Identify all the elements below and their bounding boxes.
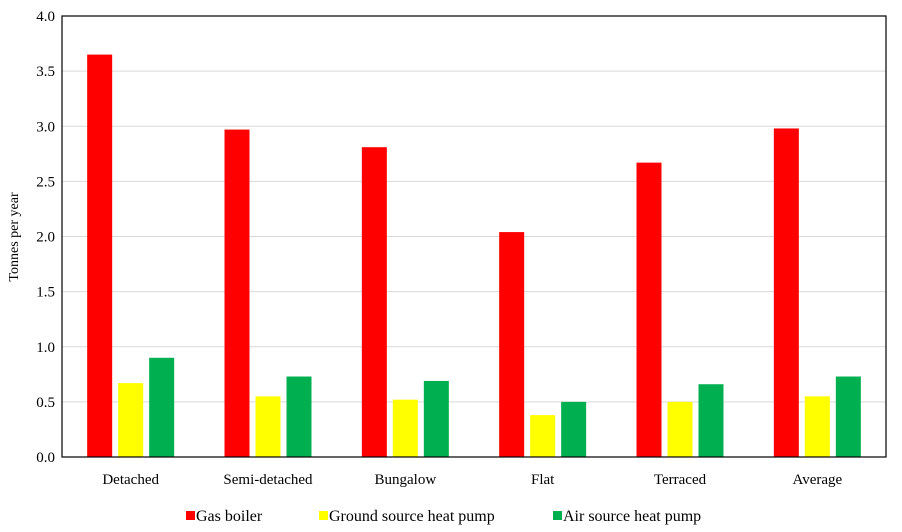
y-tick-label: 3.0	[36, 119, 55, 135]
legend-swatch	[319, 511, 328, 520]
bar	[361, 147, 387, 457]
y-tick-label: 3.5	[36, 64, 55, 80]
bar	[224, 129, 250, 457]
bar	[804, 396, 830, 457]
bar	[667, 401, 693, 457]
bar	[149, 357, 175, 457]
bar	[530, 415, 556, 457]
x-category-labels: Detached Semi-detached Bungalow Flat Terrace…	[102, 472, 842, 488]
plot-frame	[61, 15, 887, 458]
bars	[87, 54, 861, 458]
x-category-label: Detached	[102, 472, 159, 488]
y-tick-label: 1.0	[36, 340, 55, 356]
x-category-label: Average	[792, 472, 842, 488]
x-category-label: Bungalow	[374, 472, 436, 488]
y-tick-label: 2.5	[36, 174, 55, 190]
bar	[118, 383, 144, 457]
legend-label: Ground source heat pump	[329, 508, 495, 525]
y-tick-label: 4.0	[36, 9, 55, 25]
y-tick-label: 0.0	[36, 450, 55, 466]
legend-label: Gas boiler	[196, 508, 263, 525]
legend-label: Air source heat pump	[563, 508, 701, 525]
bar	[561, 401, 587, 457]
bar	[286, 376, 312, 457]
bar	[773, 128, 799, 457]
bar	[636, 162, 662, 457]
y-tick-label: 2.0	[36, 230, 55, 246]
bar	[423, 380, 449, 457]
bar	[835, 376, 861, 457]
legend-swatch	[553, 511, 562, 520]
x-category-label: Flat	[531, 472, 555, 488]
bar	[87, 54, 113, 458]
x-category-label: Terraced	[654, 472, 707, 488]
y-tick-label: 1.5	[36, 285, 55, 301]
bar	[392, 399, 418, 457]
legend-swatch	[186, 511, 195, 520]
legend: Gas boiler Ground source heat pump Air sou…	[186, 508, 701, 525]
bar	[499, 232, 525, 457]
bar	[698, 384, 724, 457]
gridlines	[62, 70, 886, 403]
y-tick-labels: 0.0 0.5 1.0 1.5 2.0 2.5 3.0 3.5 4.0	[36, 9, 55, 466]
y-axis-title: Tonnes per year	[7, 192, 22, 282]
x-category-label: Semi-detached	[223, 472, 313, 488]
bar	[255, 396, 281, 457]
axes	[61, 15, 887, 458]
y-tick-label: 0.5	[36, 395, 55, 411]
